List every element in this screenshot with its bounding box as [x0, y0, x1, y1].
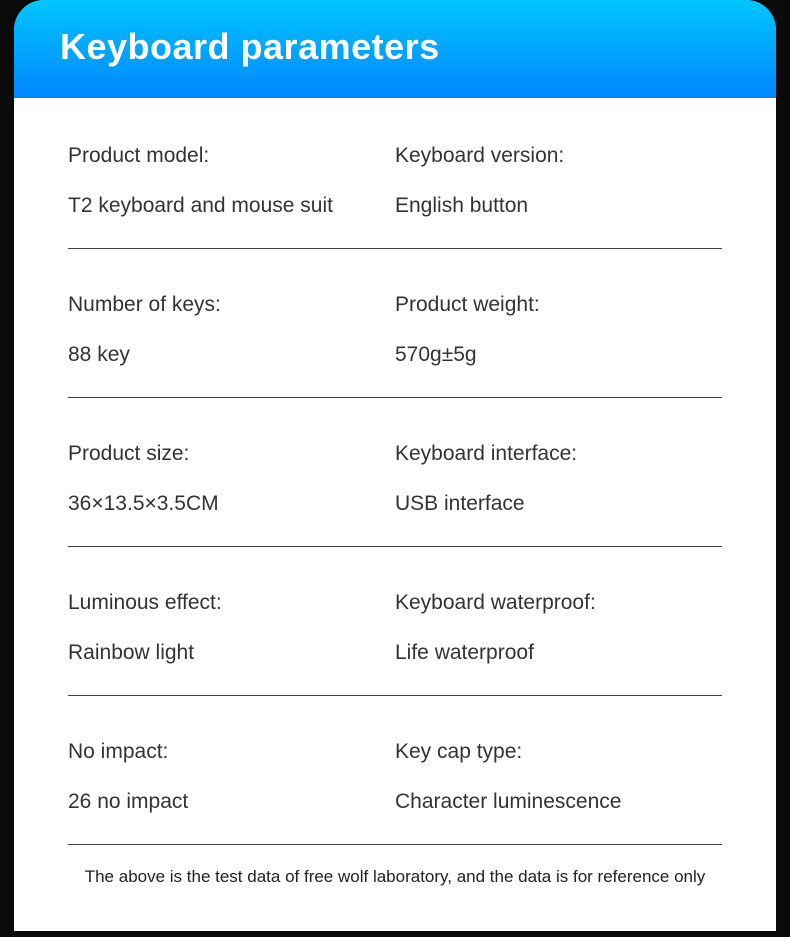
spec-label: Luminous effect: [68, 591, 395, 615]
card-title: Keyboard parameters [60, 26, 730, 68]
spec-cell-right: Key cap type: Character luminescence [395, 740, 722, 814]
spec-value: T2 keyboard and mouse suit [68, 194, 395, 218]
spec-label: No impact: [68, 740, 395, 764]
spec-value: Character luminescence [395, 790, 722, 814]
spec-row: Product model: T2 keyboard and mouse sui… [68, 144, 722, 249]
spec-value: Rainbow light [68, 641, 395, 665]
spec-label: Keyboard interface: [395, 442, 722, 466]
spec-row: Number of keys: 88 key Product weight: 5… [68, 293, 722, 398]
card-header: Keyboard parameters [14, 0, 776, 98]
spec-cell-left: Number of keys: 88 key [68, 293, 395, 367]
spec-cell-right: Keyboard interface: USB interface [395, 442, 722, 516]
spec-cell-left: Product size: 36×13.5×3.5CM [68, 442, 395, 516]
spec-label: Key cap type: [395, 740, 722, 764]
spec-label: Product size: [68, 442, 395, 466]
spec-row: Luminous effect: Rainbow light Keyboard … [68, 591, 722, 696]
spec-cell-right: Product weight: 570g±5g [395, 293, 722, 367]
spec-cell-left: No impact: 26 no impact [68, 740, 395, 814]
spec-value: 26 no impact [68, 790, 395, 814]
spec-row: Product size: 36×13.5×3.5CM Keyboard int… [68, 442, 722, 547]
spec-label: Product model: [68, 144, 395, 168]
card-content: Product model: T2 keyboard and mouse sui… [14, 98, 776, 931]
spec-value: 36×13.5×3.5CM [68, 492, 395, 516]
spec-card: Keyboard parameters Product model: T2 ke… [14, 0, 776, 931]
spec-cell-right: Keyboard version: English button [395, 144, 722, 218]
spec-label: Product weight: [395, 293, 722, 317]
spec-label: Number of keys: [68, 293, 395, 317]
spec-row: No impact: 26 no impact Key cap type: Ch… [68, 740, 722, 845]
spec-value: English button [395, 194, 722, 218]
footnote-text: The above is the test data of free wolf … [60, 867, 730, 911]
spec-value: Life waterproof [395, 641, 722, 665]
spec-label: Keyboard version: [395, 144, 722, 168]
spec-value: USB interface [395, 492, 722, 516]
spec-value: 570g±5g [395, 343, 722, 367]
spec-value: 88 key [68, 343, 395, 367]
spec-cell-left: Luminous effect: Rainbow light [68, 591, 395, 665]
spec-label: Keyboard waterproof: [395, 591, 722, 615]
spec-cell-right: Keyboard waterproof: Life waterproof [395, 591, 722, 665]
spec-cell-left: Product model: T2 keyboard and mouse sui… [68, 144, 395, 218]
